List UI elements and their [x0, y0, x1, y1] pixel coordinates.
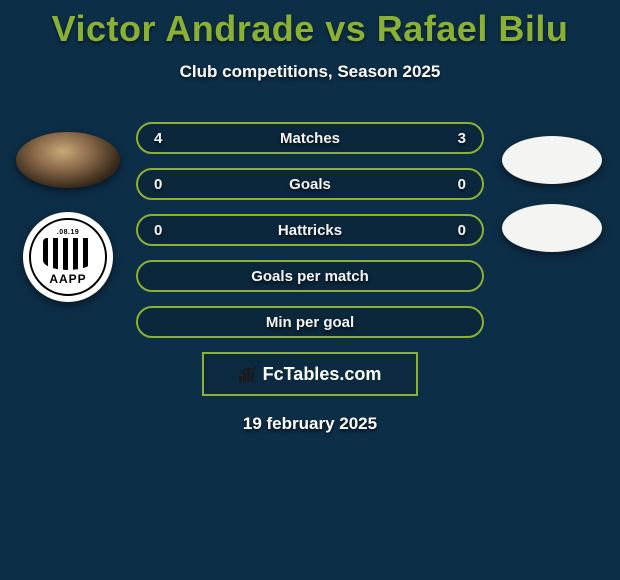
stat-label: Min per goal: [266, 314, 354, 331]
brand-text: FcTables.com: [263, 364, 382, 385]
stat-right-value: 0: [458, 176, 466, 193]
club-badge-left: .08.19 AAPP: [23, 212, 113, 302]
player-photo-left: [16, 132, 120, 188]
left-player-column: .08.19 AAPP: [8, 122, 128, 302]
stat-left-value: 0: [154, 222, 162, 239]
badge-stripes-icon: [43, 238, 93, 270]
stat-left-value: 4: [154, 130, 162, 147]
stat-label: Hattricks: [278, 222, 342, 239]
stat-label: Goals: [289, 176, 331, 193]
player-photo-right: [502, 136, 602, 184]
stat-left-value: 0: [154, 176, 162, 193]
badge-letters: AAPP: [49, 272, 86, 286]
stat-bar-goals: 0 Goals 0: [136, 168, 484, 200]
stat-bar-matches: 4 Matches 3: [136, 122, 484, 154]
footer-date: 19 february 2025: [0, 414, 620, 434]
main-row: .08.19 AAPP 4 Matches 3 0 Goals 0 0 Hatt…: [0, 122, 620, 338]
stat-bar-hattricks: 0 Hattricks 0: [136, 214, 484, 246]
right-player-column: [492, 122, 612, 252]
stat-right-value: 0: [458, 222, 466, 239]
page-title: Victor Andrade vs Rafael Bilu: [0, 8, 620, 50]
comparison-card: Victor Andrade vs Rafael Bilu Club compe…: [0, 0, 620, 434]
stat-bar-goals-per-match: Goals per match: [136, 260, 484, 292]
club-badge-right: [502, 204, 602, 252]
stat-label: Goals per match: [251, 268, 369, 285]
stats-column: 4 Matches 3 0 Goals 0 0 Hattricks 0 Goal…: [128, 122, 492, 338]
chart-icon: [239, 366, 259, 382]
stat-right-value: 3: [458, 130, 466, 147]
badge-top-text: .08.19: [57, 229, 79, 236]
stat-label: Matches: [280, 130, 340, 147]
page-subtitle: Club competitions, Season 2025: [0, 62, 620, 82]
brand-box[interactable]: FcTables.com: [202, 352, 418, 396]
stat-bar-min-per-goal: Min per goal: [136, 306, 484, 338]
